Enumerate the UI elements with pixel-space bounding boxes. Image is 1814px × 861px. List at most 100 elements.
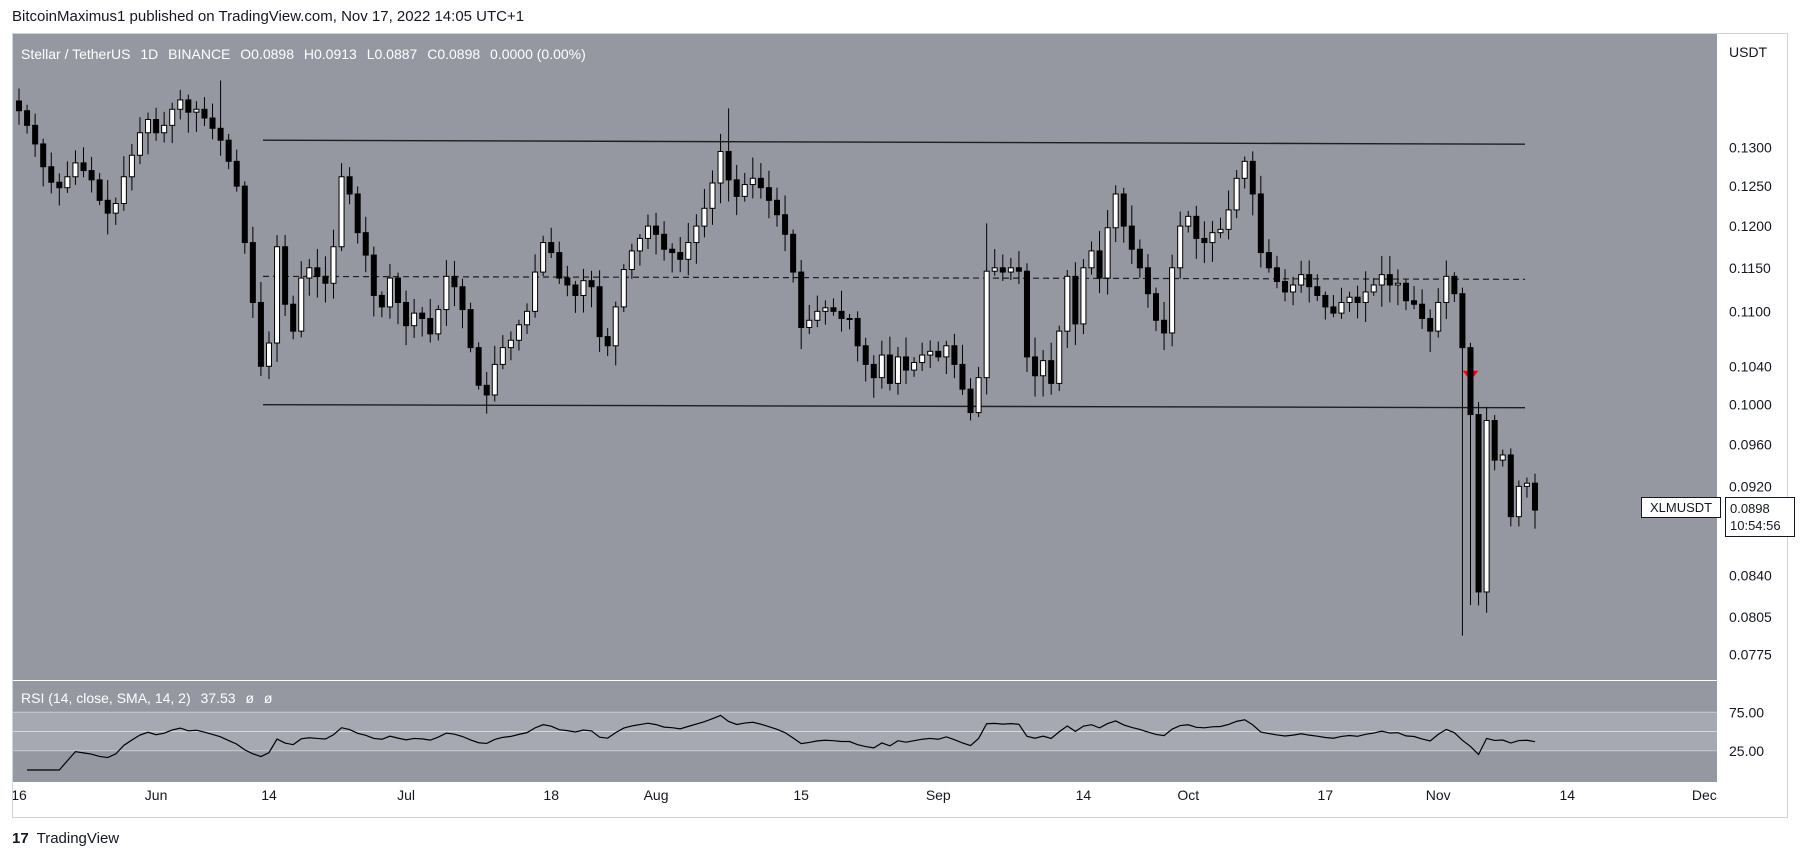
candle-body xyxy=(201,108,208,119)
candle-body xyxy=(177,99,184,110)
time-axis: 16 Jun 14 Jul 18 Aug 15 Sep 14 Oct 17 Nov 14 Dec xyxy=(13,787,1717,803)
candle-body xyxy=(604,336,611,347)
candle-body xyxy=(241,185,248,244)
candle-body xyxy=(1040,360,1047,377)
candle-body xyxy=(112,203,119,214)
candle-body xyxy=(1362,291,1369,303)
high-value: H0.0913 xyxy=(303,46,357,62)
price-tick-label: 0.1100 xyxy=(1729,303,1771,319)
price-tick-label: 0.1200 xyxy=(1729,218,1772,234)
candle-body xyxy=(862,345,869,365)
candle-body xyxy=(822,307,829,312)
tradingview-logo-icon[interactable]: 17 xyxy=(12,830,29,847)
candle-body xyxy=(636,237,643,252)
close-value: C0.0898 xyxy=(427,46,481,62)
last-price-value: 0.0898 xyxy=(1730,501,1770,516)
candle-body xyxy=(104,199,111,214)
candle-body xyxy=(1499,454,1506,461)
channel-lines xyxy=(262,139,1526,409)
candle-body xyxy=(1169,267,1176,334)
candle-body xyxy=(370,254,377,296)
candle-body xyxy=(1273,267,1280,283)
candle-body xyxy=(532,271,539,312)
candle-body xyxy=(233,160,240,187)
candle-body xyxy=(830,307,837,312)
candle-body xyxy=(56,181,63,189)
candle-body xyxy=(967,388,974,414)
candle-body xyxy=(1411,300,1418,305)
candle-body xyxy=(991,267,998,272)
candle-body xyxy=(1427,317,1434,332)
time-tick-label: Sep xyxy=(926,787,951,803)
candle-body xyxy=(217,127,224,141)
price-tick-label: 0.0840 xyxy=(1729,567,1772,583)
candle-body xyxy=(1015,267,1022,272)
candle-body xyxy=(1201,237,1208,244)
candle-body xyxy=(999,267,1006,273)
candle-body xyxy=(1241,160,1248,179)
time-tick-label: 15 xyxy=(793,787,809,803)
candle-body xyxy=(870,363,877,379)
candle-body xyxy=(1023,270,1030,358)
candle-body xyxy=(145,118,152,134)
candle-body xyxy=(1290,284,1297,293)
candle-body xyxy=(274,246,281,344)
candle-body xyxy=(1419,303,1426,319)
candle-body xyxy=(572,284,579,296)
time-tick-label: 14 xyxy=(261,787,277,803)
candle-body xyxy=(540,242,547,273)
candle-body xyxy=(709,182,716,209)
price-axis-unit[interactable]: USDT xyxy=(1729,44,1768,60)
candle-body xyxy=(1193,215,1200,239)
candle-body xyxy=(524,310,531,326)
candle-body xyxy=(814,310,821,321)
candle-body xyxy=(1064,275,1071,332)
candle-body xyxy=(588,280,595,288)
candle-body xyxy=(935,350,942,358)
time-tick-label: 18 xyxy=(543,787,559,803)
candle-body xyxy=(265,342,272,367)
candle-body xyxy=(782,214,789,235)
candle-body xyxy=(40,143,47,168)
candle-body xyxy=(1233,177,1240,211)
candle-body xyxy=(774,199,780,216)
symbol-name[interactable]: Stellar / TetherUS xyxy=(21,46,131,62)
candle-body xyxy=(556,252,563,279)
candle-body xyxy=(1523,482,1530,487)
candle-body xyxy=(48,166,55,183)
candle-body xyxy=(1104,227,1111,279)
candle-body xyxy=(120,176,127,205)
candle-body xyxy=(16,100,22,112)
candle-body xyxy=(798,271,805,329)
candle-body xyxy=(346,176,353,195)
candle-body xyxy=(209,117,216,129)
candle-body xyxy=(1459,293,1466,349)
interval: 1D xyxy=(140,46,159,62)
candle-body xyxy=(96,179,103,201)
chart-frame[interactable]: 0.1300 0.1250 0.1200 0.1150 0.1100 0.1040 0.10… xyxy=(12,33,1795,818)
candle-body xyxy=(386,277,393,308)
candle-body xyxy=(790,233,797,273)
price-axis: 0.1300 0.1250 0.1200 0.1150 0.1100 0.1040 0.10… xyxy=(1729,140,1772,759)
candle-body xyxy=(362,232,369,256)
time-tick-label: Oct xyxy=(1177,787,1199,803)
channel-resistance-line xyxy=(262,139,1526,145)
price-tick-label: 0.1040 xyxy=(1729,358,1772,374)
price-tick-label: 0.0805 xyxy=(1729,609,1772,625)
candle-body xyxy=(765,187,772,201)
candle-body xyxy=(1161,319,1168,334)
rsi-label[interactable]: RSI (14, close, SMA, 14, 2) xyxy=(21,690,191,706)
candle-body xyxy=(354,193,361,234)
candle-body xyxy=(548,242,555,254)
footer-brand[interactable]: TradingView xyxy=(36,830,120,847)
candle-body xyxy=(838,310,845,319)
candle-body xyxy=(628,250,635,271)
rsi-legend: RSI (14, close, SMA, 14, 2) 37.53 ø ø xyxy=(21,690,278,706)
candle-body xyxy=(951,345,958,365)
candle-body xyxy=(1338,301,1345,314)
channel-midline xyxy=(262,275,1526,280)
exchange: BINANCE xyxy=(168,46,231,62)
candle-body xyxy=(911,362,918,371)
candle-body xyxy=(1467,347,1474,416)
candle-body xyxy=(612,306,619,347)
